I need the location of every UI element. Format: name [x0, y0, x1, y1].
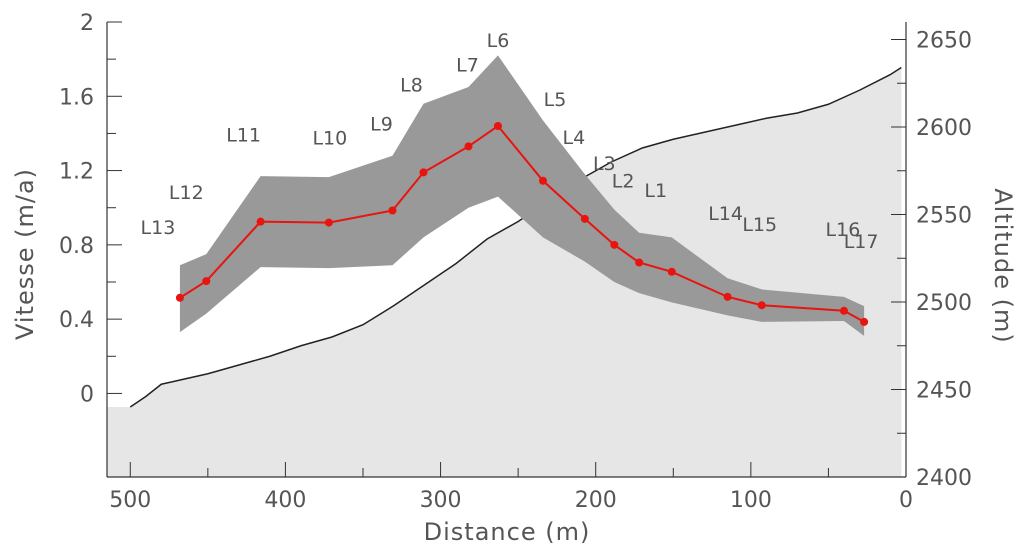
point-label: L3 — [593, 153, 616, 175]
uncertainty-band-layer — [179, 55, 865, 336]
point-label: L9 — [370, 114, 393, 136]
y-left-tick-label: 1.6 — [59, 85, 94, 110]
x-tick-label: 400 — [264, 488, 306, 513]
y-right-axis-title: Altitude (m) — [989, 188, 1017, 344]
point-label: L10 — [312, 128, 347, 150]
velocity-point — [202, 277, 211, 286]
velocity-point — [388, 206, 397, 215]
point-label: L8 — [400, 74, 423, 96]
point-label: L2 — [612, 171, 635, 193]
velocity-point — [324, 218, 333, 227]
y-left-tick-label: 0.8 — [59, 234, 94, 259]
point-label: L14 — [708, 203, 743, 225]
y-left-tick-label: 2 — [80, 11, 94, 36]
velocity-point — [839, 306, 848, 315]
velocity-point — [635, 258, 644, 267]
point-label: L11 — [226, 125, 261, 147]
y-right-tick-label: 2600 — [916, 116, 972, 141]
terrain-outline — [129, 66, 902, 408]
point-label: L16 — [826, 219, 861, 241]
velocity-point — [464, 142, 473, 151]
terrain-layer — [107, 66, 902, 477]
x-tick-label: 200 — [575, 488, 617, 513]
point-label: L12 — [169, 182, 204, 204]
velocity-series-layer — [175, 122, 869, 326]
point-label: L13 — [141, 217, 176, 239]
velocity-point — [757, 301, 766, 310]
velocity-point — [175, 293, 184, 302]
velocity-point — [493, 122, 502, 130]
y-left-tick-label: 0.4 — [59, 308, 94, 333]
point-label: L15 — [742, 214, 777, 236]
velocity-point — [667, 267, 676, 276]
point-label: L7 — [456, 54, 479, 76]
point-label: L1 — [644, 180, 667, 202]
velocity-point — [256, 217, 265, 226]
x-tick-label: 500 — [109, 488, 151, 513]
axes-layer: 500 400 300 200 100 0 0 0.4 0.8 1.2 1.6 2 2400 2450 25… — [59, 11, 972, 513]
point-label: L5 — [544, 89, 567, 111]
velocity-point — [860, 317, 869, 326]
y-left-tick-label: 0 — [80, 382, 94, 407]
point-label: L6 — [487, 30, 510, 52]
x-axis-title: Distance (m) — [424, 518, 591, 546]
velocity-point — [538, 176, 547, 185]
y-right-tick-label: 2450 — [916, 379, 972, 404]
velocity-point — [419, 168, 428, 177]
velocity-point — [580, 214, 589, 223]
y-right-tick-label: 2400 — [916, 466, 972, 491]
y-right-tick-label: 2550 — [916, 204, 972, 229]
uncertainty-band — [179, 55, 865, 336]
point-label: L4 — [563, 127, 586, 149]
velocity-point — [723, 292, 732, 301]
x-tick-label: 300 — [420, 488, 462, 513]
x-tick-label: 0 — [899, 488, 913, 513]
x-tick-label: 100 — [730, 488, 772, 513]
terrain-area — [107, 67, 902, 477]
velocity-point — [610, 240, 619, 249]
point-label: L17 — [844, 231, 879, 253]
y-left-axis-title: Vitesse (m/a) — [11, 168, 39, 340]
y-right-tick-label: 2500 — [916, 291, 972, 316]
y-right-tick-label: 2650 — [916, 29, 972, 54]
y-left-tick-label: 1.2 — [59, 160, 94, 185]
